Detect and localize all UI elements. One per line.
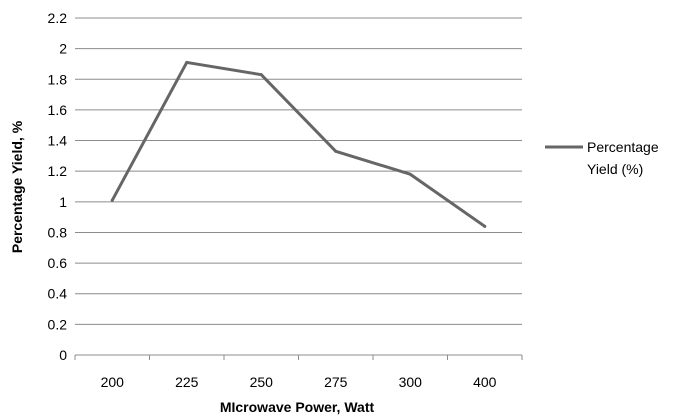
series-layer: [110, 60, 487, 228]
x-axis-title: MIcrowave Power, Watt: [220, 399, 375, 415]
data-point: [408, 172, 412, 176]
y-tick-label: 0: [59, 347, 67, 363]
y-tick-label: 0.2: [48, 316, 68, 332]
data-point: [110, 198, 114, 202]
data-point: [334, 149, 338, 153]
y-tick-label: 1.8: [48, 71, 68, 87]
y-axis-tick-labels: 0 0.2 0.4 0.6 0.8 1 1.2 1.4 1.6 1.8 2 2.2: [48, 10, 68, 363]
y-tick-label: 0.4: [48, 286, 68, 302]
gridlines: [75, 17, 522, 325]
y-tick-label: 0.6: [48, 255, 68, 271]
x-tick-label: 400: [473, 374, 497, 390]
y-tick-label: 1.6: [48, 102, 68, 118]
legend: Percentage Yield (%): [545, 139, 659, 177]
data-point: [259, 73, 263, 77]
legend-label-line-2: Yield (%): [587, 161, 643, 177]
y-tick-label: 1.2: [48, 163, 68, 179]
data-point: [483, 224, 487, 228]
x-tick-label: 275: [324, 374, 348, 390]
x-tick-label: 300: [399, 374, 423, 390]
y-tick-label: 2: [59, 41, 67, 57]
y-tick-label: 1.4: [48, 133, 68, 149]
y-tick-label: 0.8: [48, 224, 68, 240]
series-line-0: [110, 60, 487, 228]
x-tick-label: 200: [101, 374, 125, 390]
legend-label-line-1: Percentage: [587, 139, 659, 155]
x-axis: [74, 354, 523, 360]
x-tick-label: 250: [250, 374, 274, 390]
y-tick-label: 1: [59, 194, 67, 210]
y-axis-title: Percentage Yield, %: [9, 120, 25, 253]
y-tick-label: 2.2: [48, 10, 68, 26]
x-axis-tick-labels: 200 225 250 275 300 400: [101, 374, 497, 390]
x-tick-label: 225: [175, 374, 199, 390]
data-point: [185, 60, 189, 64]
